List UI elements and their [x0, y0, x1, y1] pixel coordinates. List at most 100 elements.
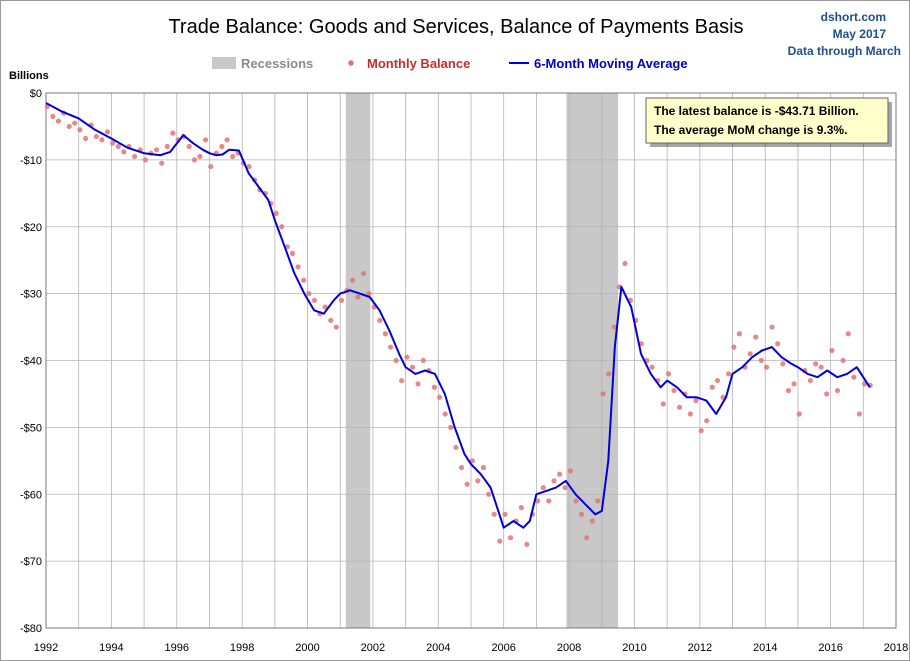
monthly-balance-point [856, 411, 862, 417]
monthly-balance-point [807, 377, 813, 384]
monthly-balance-point [480, 464, 487, 471]
x-tick-label: 2000 [295, 642, 319, 654]
monthly-balance-point [829, 347, 835, 354]
monthly-balance-point [584, 535, 590, 541]
monthly-balance-point [567, 468, 573, 474]
monthly-balance-point [660, 401, 666, 407]
annotation-background [645, 97, 889, 144]
monthly-balance-point [840, 357, 846, 364]
monthly-balance-point [399, 377, 405, 384]
monthly-balance-point [704, 418, 710, 424]
monthly-balance-point [415, 381, 421, 387]
monthly-balance-point [322, 304, 328, 310]
monthly-balance-point [518, 505, 524, 511]
monthly-balance-point [622, 260, 628, 267]
monthly-balance-point [409, 364, 416, 370]
monthly-balance-point [246, 163, 252, 170]
annotation-box: The latest balance is -$43.71 Billion. T… [645, 97, 892, 147]
monthly-balance-point [93, 133, 99, 140]
x-tick-label: 2012 [688, 642, 712, 654]
monthly-balance-point [387, 344, 394, 350]
y-tick-label: -$80 [20, 623, 42, 635]
monthly-balance-point [491, 511, 497, 517]
monthly-balance-point [769, 324, 775, 330]
x-tick-label: 2002 [361, 642, 385, 654]
legend-recessions-label: Recessions [241, 56, 313, 71]
y-tick-label: -$70 [20, 556, 42, 568]
monthly-balance-point [164, 143, 170, 150]
y-tick-label: -$30 [20, 289, 42, 301]
monthly-balance-point [420, 357, 426, 364]
monthly-balance-point [437, 394, 443, 400]
monthly-balance-point [758, 357, 764, 364]
monthly-balance-point [306, 291, 312, 297]
monthly-balance-point [295, 264, 301, 270]
y-axis-label: Billions [9, 70, 49, 82]
monthly-balance-point [448, 424, 454, 430]
monthly-balance-point [595, 498, 601, 504]
monthly-balance-point [131, 153, 138, 160]
monthly-balance-point [600, 391, 606, 397]
monthly-balance-point [546, 498, 552, 504]
monthly-balance-point [289, 250, 296, 257]
source-through: Data through March [788, 44, 901, 58]
y-tick-label: -$20 [20, 222, 42, 234]
monthly-balance-point [763, 364, 770, 370]
monthly-balance-point [458, 464, 465, 471]
moving-average-line [45, 102, 871, 529]
monthly-balance-point [507, 535, 514, 541]
monthly-balance-point [676, 404, 683, 410]
annotation-line-2: The average MoM change is 9.3%. [654, 123, 847, 137]
x-tick-label: 2016 [818, 642, 842, 654]
monthly-balance-point [82, 135, 89, 142]
monthly-balance-point [671, 387, 677, 394]
monthly-balance-point [693, 398, 699, 404]
monthly-balance-point [142, 157, 148, 163]
monthly-balance-point [775, 341, 781, 347]
monthly-balance-point [502, 511, 508, 517]
monthly-balance-point [540, 484, 546, 491]
y-tick-label: $0 [30, 88, 42, 100]
moving-average-series [45, 102, 871, 529]
source-site: dshort.com [821, 10, 886, 24]
monthly-balance-point [377, 317, 383, 323]
monthly-balance-point [99, 137, 105, 143]
monthly-balance-point [731, 344, 737, 350]
legend-recession-swatch [212, 57, 236, 69]
x-axis-ticks: 1992 1994 1996 1998 2000 2002 2004 2006 2008 2010… [34, 642, 908, 654]
legend: Recessions Monthly Balance 6-Month Movin… [212, 56, 688, 71]
monthly-balance-point [497, 538, 503, 544]
monthly-balance-point [649, 364, 655, 370]
x-tick-label: 2010 [622, 642, 646, 654]
x-tick-label: 1996 [165, 642, 189, 654]
monthly-balance-point [121, 149, 127, 155]
monthly-balance-point [301, 277, 307, 283]
monthly-balance-point [824, 391, 830, 397]
monthly-balance-point [464, 481, 470, 487]
monthly-balance-point [611, 324, 617, 330]
monthly-balance-point [736, 331, 743, 337]
monthly-balance-point [714, 377, 721, 384]
monthly-balance-point [197, 153, 203, 160]
monthly-balance-point [524, 541, 530, 548]
monthly-balance-point [72, 120, 78, 126]
monthly-balance-point [230, 153, 236, 160]
monthly-balance-point [208, 163, 214, 170]
x-tick-label: 2018 [884, 642, 908, 654]
monthly-balance-point [785, 387, 792, 394]
monthly-balance-point [431, 384, 437, 390]
monthly-balance-point [355, 294, 361, 300]
monthly-balance-point [709, 384, 715, 390]
monthly-balance-point [311, 297, 318, 303]
monthly-balance-point [469, 458, 475, 464]
monthly-balance-point [55, 118, 62, 124]
monthly-balance-point [453, 444, 459, 451]
monthly-balance-point [202, 137, 209, 143]
monthly-balance-point [382, 331, 388, 337]
monthly-balance-point [578, 511, 585, 517]
monthly-balance-point [551, 478, 557, 484]
monthly-balance-point [796, 411, 802, 417]
monthly-balance-point [159, 160, 165, 166]
